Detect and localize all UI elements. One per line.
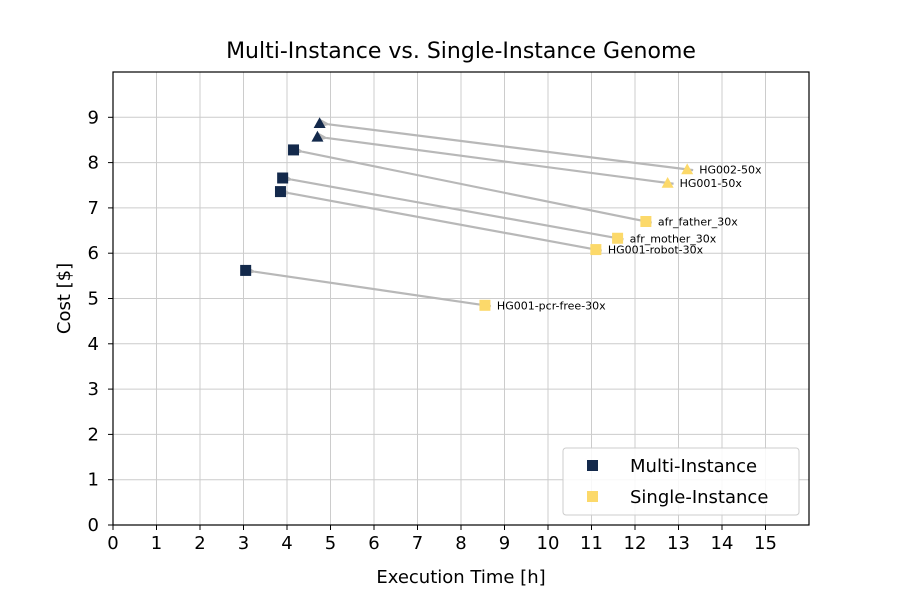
y-tick-label: 4: [88, 334, 99, 355]
y-tick-label: 6: [88, 243, 99, 264]
y-tick-label: 0: [88, 515, 99, 536]
y-tick-label: 5: [88, 289, 99, 310]
single-instance-point-hg001-robot-30x: [590, 244, 602, 256]
y-tick-label: 3: [88, 379, 99, 400]
multi-instance-point-afr-father-30x: [288, 144, 300, 156]
x-tick-label: 8: [455, 533, 466, 554]
arrow-afr-father-30x: [293, 146, 652, 224]
x-tick-label: 5: [325, 533, 336, 554]
x-tick-label: 9: [499, 533, 510, 554]
y-tick-label: 2: [88, 424, 99, 445]
legend: Multi-Instance Single-Instance: [562, 447, 800, 516]
y-tick-label: 9: [88, 107, 99, 128]
single-instance-point-hg001-50x: [661, 176, 674, 188]
point-label-afr-mother-30x: afr_mother_30x: [630, 232, 717, 245]
x-tick-label: 13: [667, 533, 690, 554]
x-tick-label: 14: [711, 533, 734, 554]
x-tick-label: 7: [412, 533, 423, 554]
legend-marker-multi-instance: [587, 460, 598, 471]
y-axis-label: Cost [$]: [54, 263, 75, 334]
arrow-afr-mother-30x: [282, 174, 624, 241]
single-instance-point-hg001-pcr-free-30x: [479, 299, 491, 311]
single-instance-point-hg002-50x: [681, 163, 694, 175]
x-tick-label: 11: [580, 533, 603, 554]
x-tick-label: 12: [624, 533, 647, 554]
arrows: [246, 119, 694, 308]
point-label-afr-father-30x: afr_father_30x: [658, 215, 738, 228]
x-tick-label: 15: [754, 533, 777, 554]
legend-label-multi-instance: Multi-Instance: [630, 456, 757, 477]
point-label-hg001-50x: HG001-50x: [680, 177, 743, 190]
multi-instance-point-hg001-pcr-free-30x: [240, 264, 252, 276]
chart-title: Multi-Instance vs. Single-Instance Genom…: [226, 39, 696, 64]
multi-instance-point-hg001-robot-30x: [274, 186, 286, 198]
data-points: [240, 117, 694, 311]
arrow-hg001-50x: [317, 132, 674, 185]
legend-marker-single-instance: [587, 491, 598, 502]
arrow-hg001-pcr-free-30x: [246, 266, 492, 308]
arrow-hg001-robot-30x: [280, 187, 602, 252]
legend-label-single-instance: Single-Instance: [630, 487, 768, 508]
multi-instance-point-afr-mother-30x: [277, 172, 289, 184]
multi-instance-point-hg002-50x: [313, 117, 326, 128]
x-axis-label: Execution Time [h]: [376, 567, 545, 588]
y-tick-label: 7: [88, 198, 99, 219]
y-tick-label: 8: [88, 153, 99, 174]
single-instance-point-afr-mother-30x: [612, 232, 624, 244]
point-label-hg001-robot-30x: HG001-robot-30x: [608, 244, 704, 257]
x-tick-label: 3: [238, 533, 249, 554]
point-label-hg002-50x: HG002-50x: [699, 163, 762, 176]
point-label-hg001-pcr-free-30x: HG001-pcr-free-30x: [497, 299, 606, 312]
x-tick-label: 4: [281, 533, 292, 554]
y-tick-label: 1: [88, 470, 99, 491]
multi-instance-point-hg001-50x: [311, 130, 324, 142]
x-tick-label: 0: [107, 533, 118, 554]
arrow-hg002-50x: [320, 119, 694, 172]
single-instance-point-afr-father-30x: [640, 215, 652, 227]
x-tick-label: 1: [151, 533, 162, 554]
x-tick-label: 6: [368, 533, 379, 554]
x-tick-label: 2: [194, 533, 205, 554]
legend-box: [562, 447, 800, 516]
x-tick-label: 10: [537, 533, 560, 554]
